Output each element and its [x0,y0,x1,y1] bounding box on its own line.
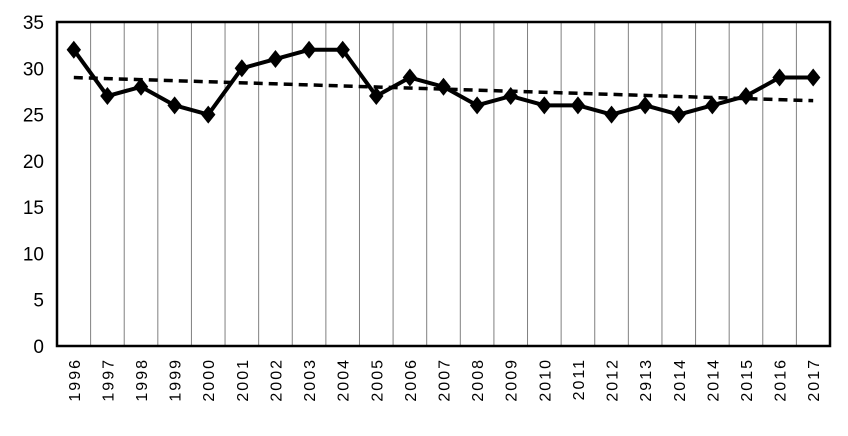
data-point-marker [66,40,82,59]
x-tick-label: 2009 [504,358,521,402]
data-point-marker [402,68,418,87]
data-point-marker [705,96,720,115]
data-point-marker [738,87,754,106]
x-tick-label: 2000 [201,358,218,402]
data-point-marker [301,40,317,59]
y-tick-label: 35 [23,13,44,34]
y-tick-label: 0 [33,337,44,358]
x-tick-label: 2015 [739,358,756,402]
y-tick-label: 10 [23,244,44,265]
x-tick-label: 1998 [134,358,151,402]
trendline [73,75,814,103]
y-tick-label: 20 [23,152,44,173]
data-point-marker [369,87,384,106]
y-tick-label: 5 [33,291,44,312]
x-tick-label: 2008 [470,358,487,402]
y-tick-label: 15 [23,198,44,219]
y-tick-label: 30 [23,59,44,80]
data-point-marker [503,87,518,106]
x-tick-label: 2003 [302,358,319,402]
data-point-marker [772,68,787,87]
x-tick-label: 1996 [67,358,84,402]
data-point-marker [671,105,686,124]
data-point-marker [167,96,182,115]
data-point-marker [469,96,485,115]
x-tick-label: 2014 [672,358,689,402]
data-point-marker [537,96,552,115]
data-point-marker [436,77,451,96]
x-tick-label: 2014 [705,358,722,402]
x-tick-label: 1999 [168,358,185,402]
data-point-marker [268,50,283,69]
data-point-marker [570,96,586,115]
x-tick-label: 2011 [571,358,588,400]
x-tick-label: 2005 [369,358,386,402]
x-tick-label: 2012 [605,358,622,402]
data-point-marker [201,105,216,124]
x-tick-label: 2001 [235,358,252,402]
x-tick-label: 2006 [403,358,420,402]
x-tick-label: 2010 [537,358,554,402]
data-point-marker [637,96,653,115]
data-point-marker [100,87,115,106]
x-tick-label: 2002 [268,358,285,402]
x-tick-label: 1997 [100,358,117,402]
data-point-marker [133,77,149,96]
plot-area [55,20,832,348]
x-tick-label: 2007 [437,358,454,402]
y-tick-label: 25 [23,106,44,127]
x-tick-label: 2004 [336,358,353,402]
x-tick-label: 2016 [773,358,790,402]
data-point-marker [335,40,350,59]
data-point-marker [604,105,619,124]
data-point-marker [805,68,821,87]
x-tick-label: 2017 [806,358,823,402]
x-tick-label: 2913 [638,358,655,402]
data-point-marker [234,59,250,78]
